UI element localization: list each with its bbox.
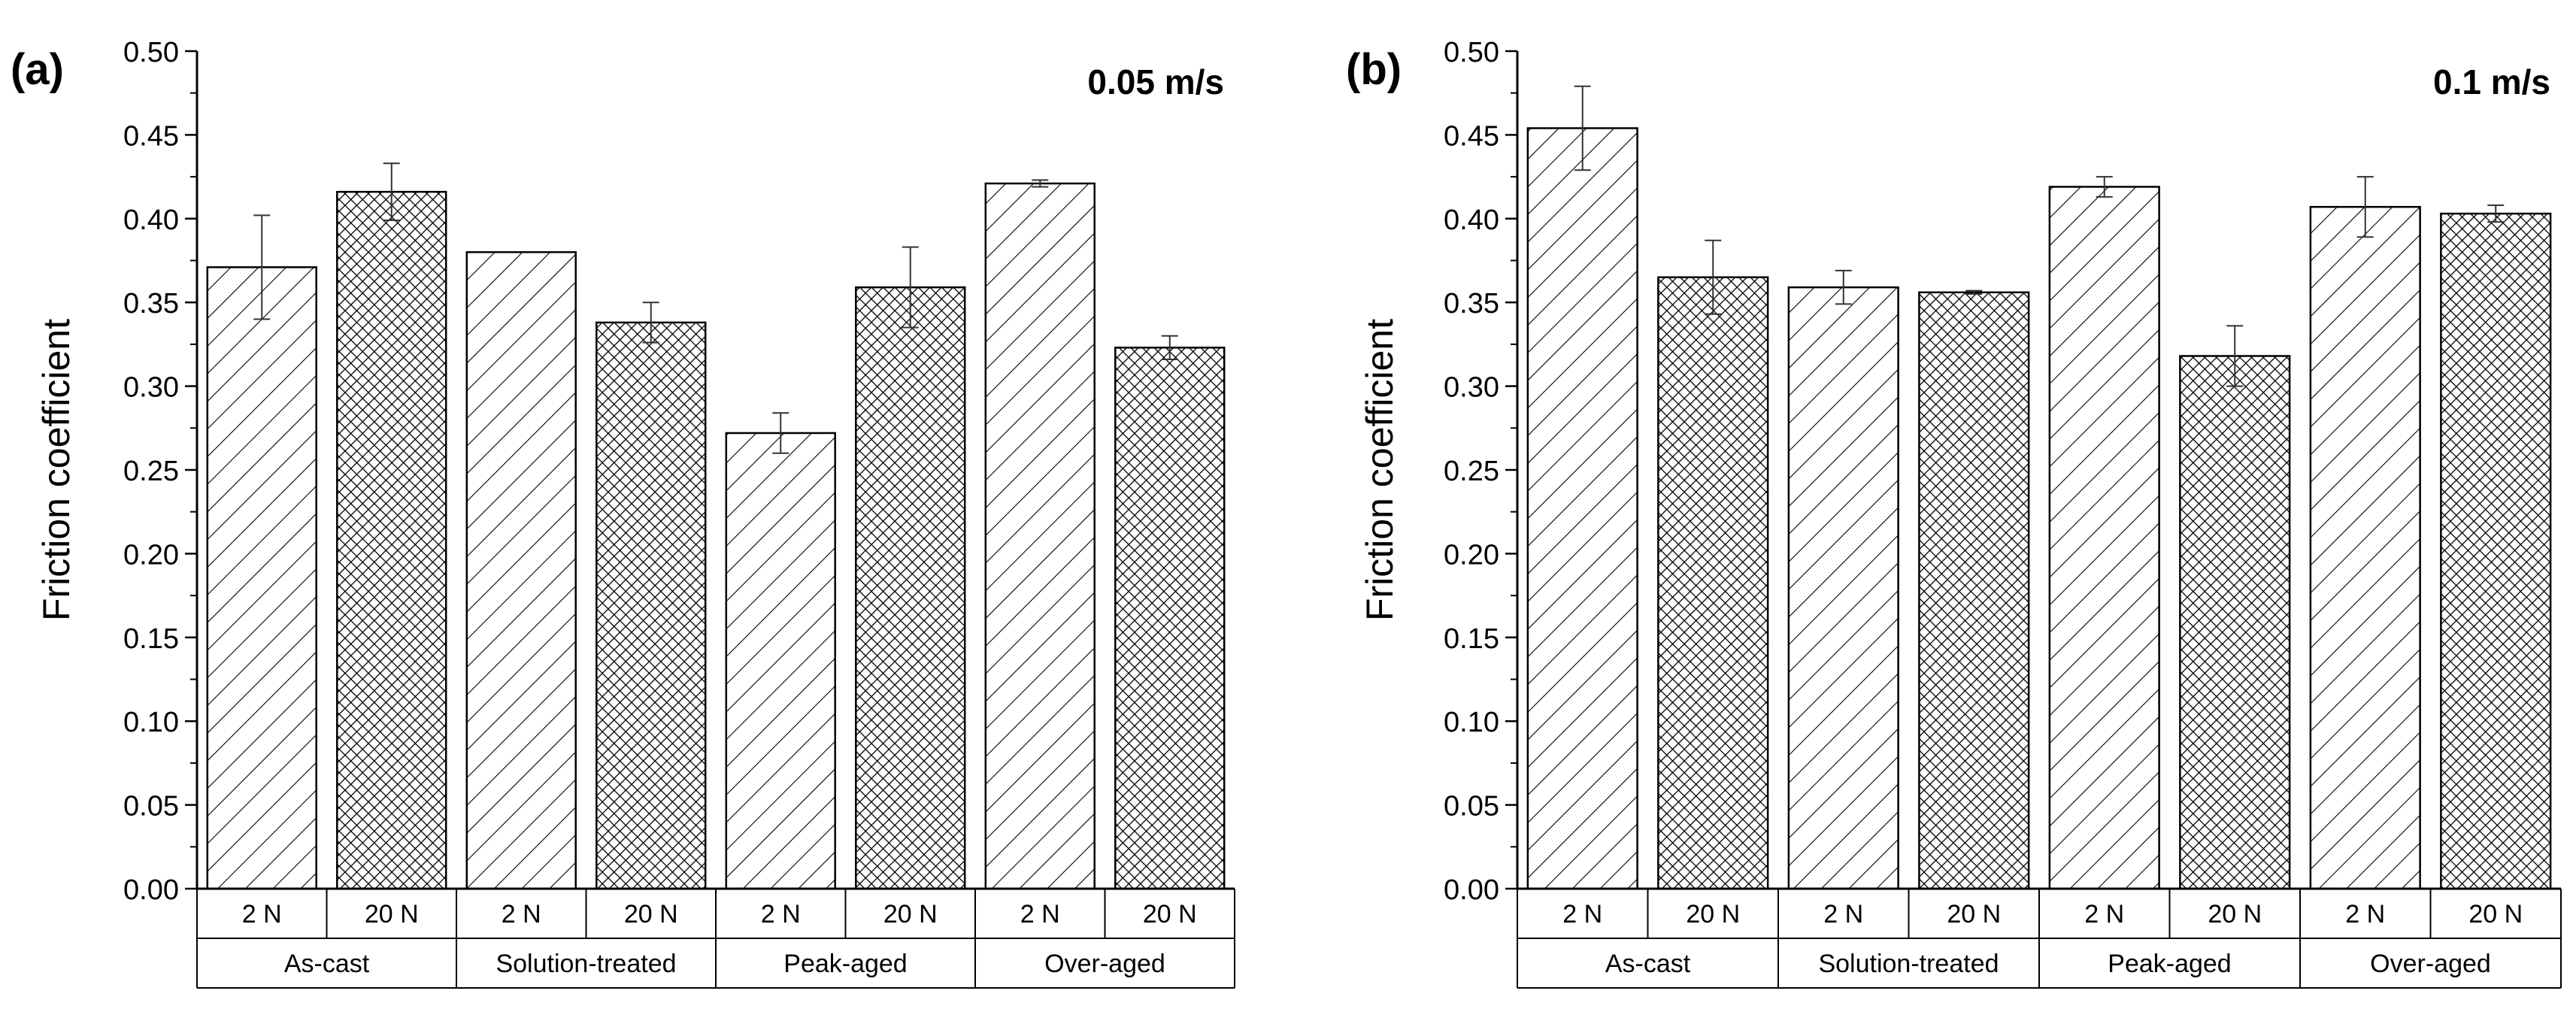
y-tick-label: 0.00 — [1444, 874, 1499, 906]
y-tick-label: 0.10 — [123, 707, 179, 738]
x-tick-label: 20 N — [1947, 900, 2001, 929]
chart-panel-b: (b) 0.1 m/s Friction coefficient 0.00 0.05 0.… — [1346, 37, 2562, 989]
y-tick-label: 0.15 — [123, 623, 179, 655]
y-tick-label: 0.20 — [1444, 539, 1499, 571]
x-tick-label: 2 N — [1020, 900, 1060, 929]
y-tick-label: 0.25 — [123, 456, 179, 487]
group-label: Over-aged — [1044, 950, 1165, 978]
x-tick-label: 2 N — [1562, 900, 1602, 929]
group-label: Peak-aged — [2108, 950, 2231, 978]
bar — [1657, 276, 1769, 890]
y-tick-label: 0.15 — [1444, 623, 1499, 655]
x-tick-label: 20 N — [883, 900, 938, 929]
x-tick-label: 20 N — [1686, 900, 1740, 929]
chart-title: 0.1 m/s — [2433, 62, 2550, 102]
y-tick-label: 0.40 — [1444, 205, 1499, 236]
bar — [1787, 286, 1899, 890]
group-label: As-cast — [1605, 950, 1691, 978]
bar — [206, 266, 317, 890]
bar — [2309, 205, 2421, 890]
y-tick-label: 0.10 — [1444, 707, 1499, 738]
bar — [2440, 212, 2552, 890]
group-label: Peak-aged — [783, 950, 907, 978]
y-tick-label: 0.25 — [1444, 456, 1499, 487]
x-tick-label: 2 N — [2345, 900, 2385, 929]
y-tick-label: 0.45 — [123, 120, 179, 152]
y-tick-label: 0.35 — [1444, 288, 1499, 320]
y-axis-label: Friction coefficient — [1359, 319, 1401, 621]
bar — [1918, 291, 2030, 890]
bar — [2179, 355, 2291, 890]
x-tick-label: 20 N — [2208, 900, 2262, 929]
y-axis-label: Friction coefficient — [35, 319, 77, 621]
bar — [855, 286, 966, 890]
chart-panel-a: (a) 0.05 m/s Friction coefficient 0.00 0.05 0… — [11, 37, 1235, 989]
chart-title: 0.05 m/s — [1087, 62, 1224, 102]
y-tick-label: 0.00 — [123, 874, 179, 906]
x-tick-label: 2 N — [242, 900, 282, 929]
y-tick-label: 0.20 — [123, 539, 179, 571]
panel-label: (a) — [11, 45, 64, 94]
y-tick-label: 0.45 — [1444, 120, 1499, 152]
x-tick-label: 2 N — [1823, 900, 1863, 929]
x-tick-label: 20 N — [624, 900, 678, 929]
x-tick-label: 20 N — [2468, 900, 2523, 929]
bar — [596, 321, 707, 890]
group-label: Solution-treated — [1818, 950, 1999, 978]
group-label: As-cast — [284, 950, 370, 978]
x-tick-label: 2 N — [761, 900, 801, 929]
y-tick-label: 0.30 — [123, 372, 179, 404]
group-label: Solution-treated — [496, 950, 676, 978]
x-tick-label: 2 N — [2084, 900, 2124, 929]
bar — [465, 251, 577, 890]
x-tick-label: 2 N — [502, 900, 541, 929]
x-tick-label: 20 N — [1143, 900, 1197, 929]
y-tick-label: 0.50 — [1444, 37, 1499, 68]
group-label: Over-aged — [2370, 950, 2491, 978]
bar — [984, 182, 1096, 890]
panel-label: (b) — [1346, 45, 1402, 94]
bar — [725, 432, 836, 890]
y-tick-label: 0.05 — [1444, 791, 1499, 823]
y-tick-label: 0.05 — [123, 791, 179, 823]
bar — [1526, 127, 1638, 890]
y-tick-label: 0.35 — [123, 288, 179, 320]
bar — [2048, 186, 2160, 890]
y-tick-label: 0.40 — [123, 205, 179, 236]
y-tick-label: 0.50 — [123, 37, 179, 68]
bar — [1114, 347, 1226, 890]
bar — [336, 190, 447, 890]
y-tick-label: 0.30 — [1444, 372, 1499, 404]
x-tick-label: 20 N — [365, 900, 419, 929]
